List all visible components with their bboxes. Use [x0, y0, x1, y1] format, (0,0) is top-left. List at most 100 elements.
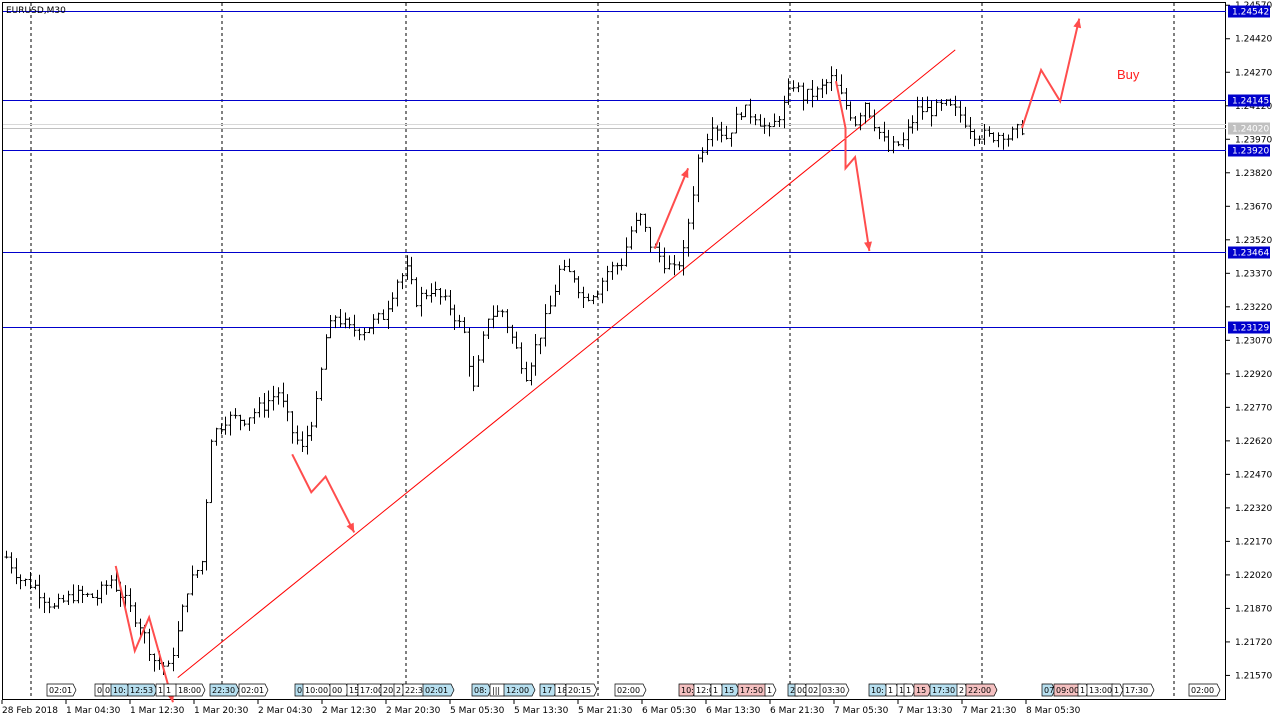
arrow-path[interactable] — [114, 565, 174, 703]
ohlc-bar — [37, 574, 42, 609]
economic-events-row[interactable]: 02:01 0 0 10: 12:53 1 1 18:00 22:30 02:01 0 10:00 00… — [46, 683, 1221, 697]
arrow-path[interactable] — [653, 167, 690, 250]
ohlc-bar — [1010, 126, 1015, 141]
ohlc-bar — [638, 213, 643, 226]
x-tick-label: 5 Mar 21:30 — [578, 706, 633, 716]
event-marker[interactable]: 15 — [721, 683, 740, 697]
event-marker[interactable]: 03:30 — [819, 683, 850, 697]
event-marker-label: 15 — [724, 686, 734, 695]
event-marker[interactable]: 17:30 — [929, 683, 962, 697]
annotation-arrows[interactable] — [114, 18, 1082, 703]
trendline[interactable] — [177, 49, 956, 679]
event-marker-label: 17 — [542, 686, 552, 695]
event-marker-label: 00 — [797, 686, 807, 695]
event-marker[interactable]: 1 — [764, 683, 777, 697]
y-tick-label: 1.23970 — [1235, 135, 1272, 145]
ohlc-bar — [562, 259, 567, 271]
ohlc-bar — [510, 324, 515, 344]
event-marker[interactable]: 10: — [678, 683, 697, 697]
event-marker[interactable]: 02:01 — [238, 683, 269, 697]
event-marker[interactable]: 1 — [1111, 683, 1124, 697]
ohlc-bar — [171, 647, 176, 672]
event-marker-box — [965, 683, 998, 697]
y-tick-label: 1.23820 — [1235, 169, 1272, 179]
event-marker[interactable]: 17:30 — [1122, 683, 1155, 697]
event-marker[interactable]: 10:00 — [302, 683, 333, 697]
ohlc-bar — [567, 258, 572, 273]
event-marker[interactable]: 17:00 — [357, 683, 384, 697]
ohlc-bar — [247, 417, 252, 431]
event-marker[interactable]: 18:00 — [175, 683, 206, 697]
event-marker[interactable]: 02:00 — [1188, 683, 1221, 697]
ohlc-bar — [925, 96, 930, 113]
event-marker-box — [903, 683, 916, 697]
event-marker[interactable]: 15 — [913, 683, 932, 697]
event-marker-box — [764, 683, 777, 697]
ohlc-bar — [114, 571, 119, 592]
event-marker[interactable]: 22:30 — [209, 683, 240, 697]
event-marker[interactable]: 22:3 — [402, 683, 427, 697]
event-marker[interactable]: 17 — [539, 683, 558, 697]
event-marker-label: 00 — [332, 686, 342, 695]
event-marker[interactable]: 00 — [329, 683, 350, 697]
y-tick-label: 1.22770 — [1235, 403, 1272, 413]
time-axis[interactable]: 28 Feb 2018 1 Mar 04:30 1 Mar 12:30 1 Mar 2… — [1, 700, 1081, 716]
event-marker[interactable]: 10: — [110, 683, 131, 697]
event-marker-label: ||| — [492, 686, 500, 695]
ohlc-bar — [500, 309, 505, 318]
x-tick-label: 8 Mar 05:30 — [1026, 706, 1081, 716]
event-marker[interactable]: 02:00 — [614, 683, 647, 697]
ohlc-bar — [386, 300, 391, 329]
event-marker-box — [238, 683, 269, 697]
event-marker-label: 18 — [557, 686, 567, 695]
arrow-path[interactable] — [1021, 18, 1081, 129]
ohlc-bar — [362, 328, 367, 341]
event-marker[interactable]: 1 — [903, 683, 916, 697]
level-price-label: 1.24542 — [1232, 8, 1269, 18]
event-marker[interactable]: 17:50 — [737, 683, 770, 697]
event-marker[interactable]: 07 — [1041, 683, 1056, 697]
event-marker-label: 02:01 — [49, 686, 72, 695]
event-marker[interactable]: 12:00 — [503, 683, 536, 697]
event-marker[interactable]: 22:00 — [965, 683, 998, 697]
ohlc-bar — [309, 421, 314, 441]
ohlc-bar — [786, 78, 791, 105]
ohlc-bar — [863, 102, 868, 124]
ohlc-bar — [572, 270, 577, 283]
buy-annotation[interactable]: Buy — [1117, 67, 1140, 82]
ohlc-bar — [853, 116, 858, 127]
event-marker-box — [913, 683, 932, 697]
arrow-path[interactable] — [835, 80, 871, 252]
ohlc-bar — [715, 125, 720, 141]
event-marker[interactable]: 20:15 — [565, 683, 598, 697]
ohlc-bar — [634, 212, 639, 234]
ohlc-bar — [295, 425, 300, 445]
ohlc-bar — [619, 258, 624, 271]
level-price-tag — [1228, 321, 1270, 334]
event-marker[interactable]: 10: — [868, 683, 889, 697]
y-tick-label: 1.23670 — [1235, 202, 1272, 212]
ohlc-bar — [691, 186, 696, 230]
level-price-tag — [1228, 5, 1270, 18]
event-marker[interactable]: 02:01 — [422, 683, 455, 697]
x-tick-label: 1 Mar 04:30 — [66, 706, 121, 716]
ohlc-bar — [71, 584, 76, 604]
trendline-group[interactable] — [177, 49, 956, 679]
event-marker[interactable]: 12:53 — [127, 683, 158, 697]
y-tick-label: 1.22170 — [1235, 537, 1272, 547]
arrow-path[interactable] — [291, 453, 356, 533]
ohlc-bar — [357, 328, 362, 341]
ohlc-bar — [796, 82, 801, 93]
ohlc-bar — [657, 242, 662, 263]
event-marker-label: 02:01 — [425, 686, 448, 695]
event-marker[interactable]: 02:01 — [46, 683, 77, 697]
event-marker-label: 22:3 — [405, 686, 423, 695]
event-marker[interactable]: 08: — [471, 683, 492, 697]
arrow-head — [680, 168, 689, 179]
ohlc-bar — [519, 342, 524, 374]
ohlc-bar — [777, 116, 782, 128]
ohlc-bar — [972, 129, 977, 147]
ohlc-bar — [848, 101, 853, 121]
event-marker-label: 15 — [349, 686, 359, 695]
